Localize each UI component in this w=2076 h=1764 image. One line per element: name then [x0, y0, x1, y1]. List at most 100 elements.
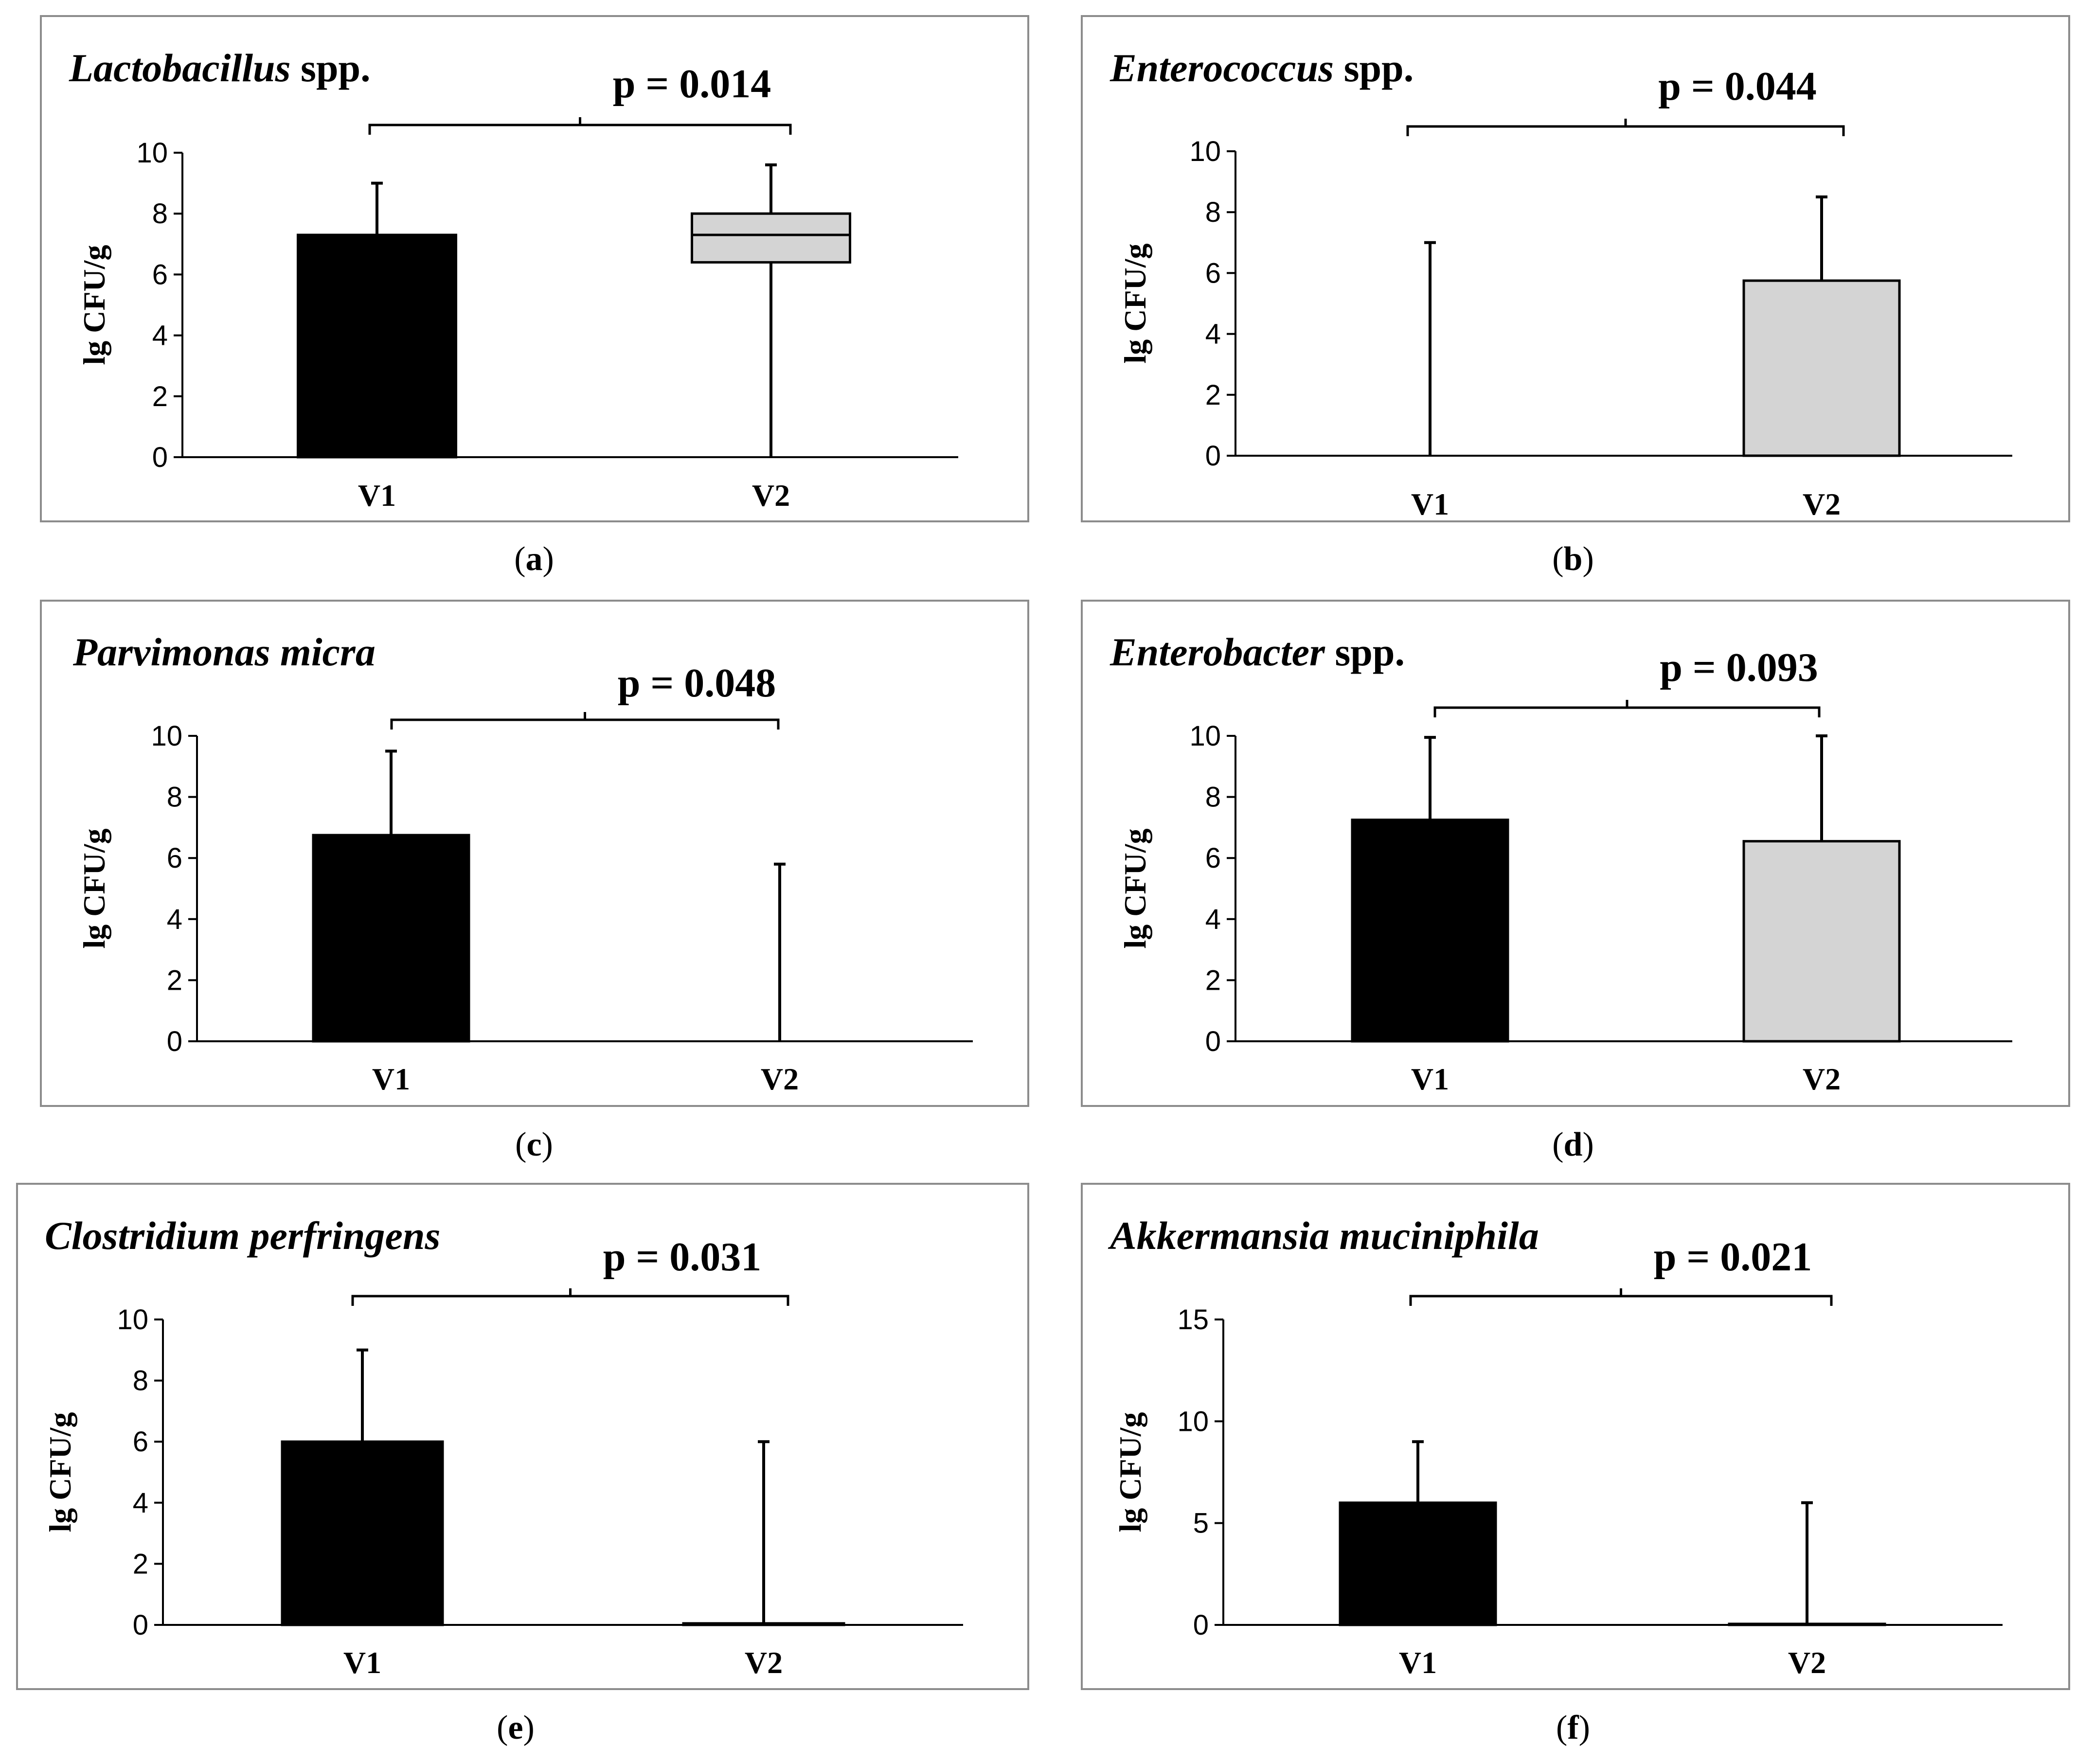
panel-frame: [1081, 1183, 2070, 1690]
p-value-label: p = 0.093: [1660, 645, 1818, 690]
y-axis-label: lg CFU/g: [1118, 243, 1152, 363]
significance-bracket: [390, 712, 780, 730]
chart-title-italic: Akkermansia muciniphila: [1108, 1213, 1539, 1258]
y-tick-label: 4: [167, 904, 182, 935]
chart-title-suffix: spp.: [1334, 46, 1414, 90]
x-tick-label: V2: [1803, 487, 1841, 521]
panel-caption-part: ): [1582, 1126, 1593, 1163]
bar-v2: [1742, 840, 1901, 1043]
y-tick-label: 0: [152, 442, 168, 473]
panel-caption-part: (: [1552, 540, 1563, 578]
panel-caption-part: e: [508, 1709, 523, 1746]
y-axis-label: lg CFU/g: [43, 1412, 77, 1532]
y-tick-label: 5: [1193, 1508, 1209, 1539]
panel-caption: (a): [514, 540, 554, 578]
panel-frame: [40, 15, 1029, 522]
panel-frame: [1081, 15, 2070, 522]
chart-panel-2: Enterococcus spp. lg CFU/g 0 2 4 6 8 10 V1 V2 p = …: [1081, 15, 2070, 578]
y-axis-label: lg CFU/g: [77, 245, 111, 365]
significance-bracket: [1406, 119, 1845, 136]
y-tick-label: 8: [152, 198, 168, 230]
chart-title: Parvimonas micra: [72, 630, 376, 674]
panel-caption-part: (: [514, 540, 525, 578]
panel-caption: (f): [1556, 1709, 1590, 1746]
p-value-label: p = 0.021: [1654, 1234, 1812, 1280]
significance-bracket: [1409, 1288, 1833, 1306]
chart-title: Lactobacillus spp.: [69, 46, 371, 90]
panel-frame: [16, 1183, 1029, 1690]
y-tick-label: 0: [133, 1609, 148, 1641]
panel-caption-part: (: [497, 1709, 508, 1746]
p-value-label: p = 0.031: [603, 1234, 762, 1280]
bar-v1: [281, 1440, 444, 1626]
p-value-label: p = 0.044: [1658, 64, 1817, 109]
significance-bracket: [368, 117, 792, 135]
panel-frame: [1081, 600, 2070, 1107]
panel-caption-part: ): [543, 540, 554, 578]
bar-v1: [312, 834, 470, 1043]
y-tick-label: 10: [1189, 136, 1221, 167]
chart-title-italic: Clostridium perfringens: [45, 1213, 440, 1258]
chart-panel-4: Enterobacter spp. lg CFU/g 0 2 4 6 8 10 V1 V2 p = …: [1081, 600, 2070, 1163]
x-tick-label: V2: [1803, 1062, 1841, 1096]
y-tick-label: 8: [133, 1365, 148, 1397]
y-tick-label: 4: [133, 1487, 148, 1519]
y-tick-label: 4: [1205, 904, 1221, 935]
x-tick-label: V1: [343, 1645, 381, 1680]
x-tick-label: V2: [761, 1062, 799, 1096]
significance-bracket: [1433, 700, 1821, 717]
y-tick-label: 4: [1205, 319, 1221, 350]
chart-title-suffix: spp.: [1325, 630, 1405, 674]
bar-v1: [1351, 819, 1509, 1043]
y-tick-label: 10: [151, 720, 182, 752]
chart-title-italic: Lactobacillus: [69, 46, 291, 90]
y-tick-label: 8: [1205, 782, 1221, 813]
y-tick-label: 2: [152, 381, 168, 412]
y-tick-label: 8: [167, 782, 182, 813]
panel-caption-part: c: [526, 1126, 541, 1163]
panel-caption: (c): [515, 1126, 553, 1163]
y-tick-label: 4: [152, 320, 168, 352]
y-tick-label: 2: [1205, 379, 1221, 411]
chart-title: Akkermansia muciniphila: [1108, 1213, 1539, 1258]
bar-v1: [1339, 1501, 1497, 1626]
panel-caption-part: ): [1579, 1709, 1590, 1746]
panel-caption-part: ): [1582, 540, 1593, 578]
bar-v2: [682, 1622, 845, 1626]
chart-panel-1: Lactobacillus spp. lg CFU/g 0 2 4 6 8 10 V1 V2 p =…: [40, 15, 1029, 578]
panel-caption: (d): [1552, 1126, 1594, 1163]
bar-v2: [1742, 279, 1901, 457]
panel-caption-part: f: [1567, 1709, 1579, 1746]
y-tick-label: 6: [152, 259, 168, 290]
p-value-label: p = 0.048: [618, 660, 776, 706]
x-tick-label: V1: [1411, 487, 1449, 521]
x-tick-label: V1: [1399, 1645, 1437, 1680]
y-tick-label: 10: [1189, 720, 1221, 752]
chart-panel-5: Clostridium perfringens lg CFU/g 0 2 4 6 8 10 V1…: [16, 1183, 1029, 1746]
x-tick-label: V2: [1788, 1645, 1826, 1680]
panel-caption-part: d: [1564, 1126, 1583, 1163]
chart-panel-3: Parvimonas micra lg CFU/g 0 2 4 6 8 10 V1 V2 p = 0…: [40, 600, 1029, 1163]
y-tick-label: 6: [1205, 842, 1221, 874]
panel-caption-part: b: [1564, 540, 1583, 578]
bar-v2: [1728, 1622, 1886, 1626]
bar-v2: [691, 212, 851, 264]
chart-title-suffix: spp.: [291, 46, 371, 90]
chart-title-italic: Enterococcus: [1110, 46, 1334, 90]
y-tick-label: 15: [1177, 1304, 1209, 1336]
panel-caption: (e): [497, 1709, 535, 1746]
x-tick-label: V1: [358, 478, 396, 513]
bar-v1: [297, 233, 457, 459]
significance-bracket: [351, 1288, 789, 1306]
p-value-label: p = 0.014: [613, 61, 771, 107]
chart-panel-6: Akkermansia muciniphila lg CFU/g 0 5 10 15 V1 V…: [1081, 1183, 2070, 1746]
chart-title: Clostridium perfringens: [45, 1213, 440, 1258]
y-axis-label: lg CFU/g: [1118, 828, 1152, 948]
y-tick-label: 0: [1193, 1609, 1209, 1641]
x-tick-label: V2: [745, 1645, 783, 1680]
chart-title: Enterobacter spp.: [1110, 630, 1405, 674]
x-tick-label: V1: [1411, 1062, 1449, 1096]
y-tick-label: 2: [167, 964, 182, 996]
chart-title-italic: Parvimonas micra: [72, 630, 376, 674]
chart-title: Enterococcus spp.: [1110, 46, 1414, 90]
